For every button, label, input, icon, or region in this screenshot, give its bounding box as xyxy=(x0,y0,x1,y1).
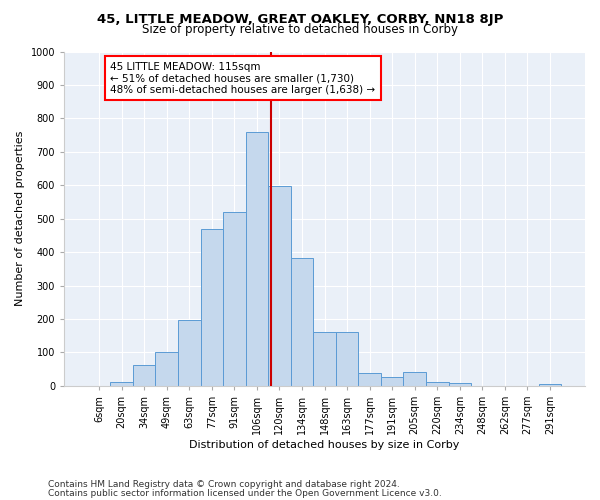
Bar xyxy=(449,383,471,386)
Text: Contains HM Land Registry data © Crown copyright and database right 2024.: Contains HM Land Registry data © Crown c… xyxy=(48,480,400,489)
Bar xyxy=(381,376,403,386)
Text: 45 LITTLE MEADOW: 115sqm
← 51% of detached houses are smaller (1,730)
48% of sem: 45 LITTLE MEADOW: 115sqm ← 51% of detach… xyxy=(110,62,376,94)
X-axis label: Distribution of detached houses by size in Corby: Distribution of detached houses by size … xyxy=(190,440,460,450)
Bar xyxy=(403,372,426,386)
Y-axis label: Number of detached properties: Number of detached properties xyxy=(15,131,25,306)
Bar xyxy=(110,382,133,386)
Bar xyxy=(313,332,336,386)
Bar xyxy=(155,352,178,386)
Bar xyxy=(200,228,223,386)
Bar xyxy=(426,382,449,386)
Text: Size of property relative to detached houses in Corby: Size of property relative to detached ho… xyxy=(142,22,458,36)
Bar xyxy=(291,258,313,386)
Text: Contains public sector information licensed under the Open Government Licence v3: Contains public sector information licen… xyxy=(48,488,442,498)
Bar xyxy=(133,365,155,386)
Bar xyxy=(268,186,291,386)
Bar xyxy=(245,132,268,386)
Bar xyxy=(539,384,562,386)
Bar xyxy=(223,212,245,386)
Bar xyxy=(178,320,200,386)
Text: 45, LITTLE MEADOW, GREAT OAKLEY, CORBY, NN18 8JP: 45, LITTLE MEADOW, GREAT OAKLEY, CORBY, … xyxy=(97,12,503,26)
Bar xyxy=(358,372,381,386)
Bar xyxy=(336,332,358,386)
